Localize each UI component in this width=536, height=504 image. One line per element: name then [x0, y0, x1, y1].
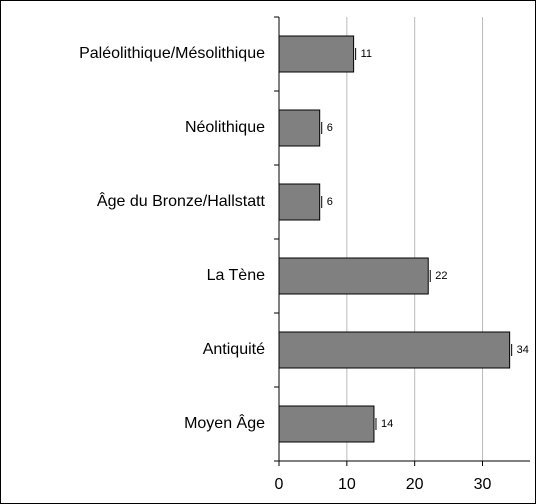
bar [278, 35, 355, 73]
y-tick-label: Moyen Âge [184, 413, 265, 432]
value-label: 6 [327, 196, 333, 208]
bar [278, 331, 511, 369]
bar [278, 405, 375, 443]
value-label: 14 [381, 418, 393, 430]
x-tick-label: 20 [406, 476, 424, 493]
value-label: 22 [435, 270, 447, 282]
value-label: 11 [361, 48, 372, 60]
x-tick-label: 0 [275, 476, 284, 493]
value-label: 34 [517, 344, 529, 356]
x-tick-label: 30 [474, 476, 492, 493]
bar [278, 257, 429, 295]
value-label: 6 [327, 122, 333, 134]
x-tick-label: 10 [338, 476, 356, 493]
y-tick-label: Âge du Bronze/Hallstatt [97, 191, 266, 210]
y-tick-label: La Tène [207, 267, 266, 284]
y-tick-label: Antiquité [203, 341, 265, 358]
bar [278, 183, 321, 221]
bar [278, 109, 321, 147]
y-tick-label: Néolithique [185, 119, 265, 136]
y-tick-label: Paléolithique/Mésolithique [79, 45, 265, 62]
